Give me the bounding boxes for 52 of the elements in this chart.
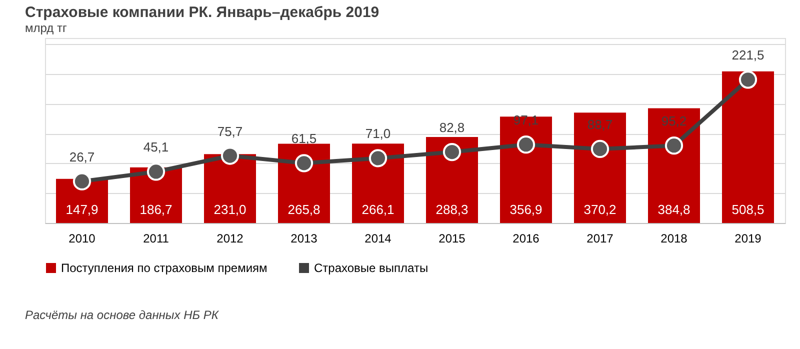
data-label: 26,7 <box>69 149 95 164</box>
bar <box>278 144 330 223</box>
point <box>220 146 240 165</box>
legend-label: Поступления по страховым премиям <box>61 261 268 275</box>
bar <box>352 144 404 223</box>
data-label: 88,7 <box>587 116 613 132</box>
data-label: 61,5 <box>291 131 317 146</box>
point <box>516 136 536 154</box>
data-label: 45,1 <box>143 140 169 155</box>
chart-subtitle: млрд тг <box>25 21 68 35</box>
data-label: 186,7 <box>140 202 172 217</box>
x-tick-label: 2011 <box>143 232 170 246</box>
text: Расчёты на основе данных НБ РК <box>25 308 220 322</box>
bar <box>574 112 626 223</box>
x-tick-label: 2019 <box>734 232 762 246</box>
data-label: 288,3 <box>436 202 468 217</box>
point <box>294 154 314 172</box>
x-tick-label: 2015 <box>438 232 466 246</box>
data-label: 384,8 <box>658 202 690 217</box>
data-label: 97,1 <box>513 112 539 128</box>
point <box>146 162 166 181</box>
x-tick-label: 2013 <box>290 232 318 246</box>
point <box>72 172 92 190</box>
data-label: 370,2 <box>584 202 616 217</box>
x-tick-label: 2014 <box>364 232 392 246</box>
x-tick-label: 2012 <box>216 232 244 246</box>
bar <box>426 137 478 223</box>
point <box>442 143 462 162</box>
data-label: 147,9 <box>66 202 98 217</box>
data-label: 356,9 <box>510 202 542 217</box>
point <box>664 136 684 155</box>
bar <box>500 116 552 223</box>
data-label: 265,8 <box>288 202 320 217</box>
data-label: 266,1 <box>362 202 394 217</box>
data-label: 508,5 <box>732 202 764 217</box>
x-tick-label: 2010 <box>68 232 96 246</box>
point <box>738 70 758 89</box>
bar <box>648 108 700 223</box>
point <box>590 140 610 158</box>
legend-label: Страховые выплаты <box>314 261 428 275</box>
point <box>368 149 388 168</box>
bar <box>722 71 774 223</box>
data-label: 82,8 <box>439 120 465 136</box>
data-label: 221,5 <box>732 48 764 63</box>
data-label: 231,0 <box>214 202 246 217</box>
x-tick-label: 2018 <box>660 232 688 246</box>
data-label: 75,7 <box>217 124 243 139</box>
x-tick-label: 2017 <box>586 232 614 246</box>
data-label: 71,0 <box>365 126 391 142</box>
chart-title: Страховые компании РК. Январь–декабрь 2019 <box>25 4 380 21</box>
x-tick-label: 2016 <box>512 232 540 246</box>
data-label: 95,2 <box>661 114 687 129</box>
